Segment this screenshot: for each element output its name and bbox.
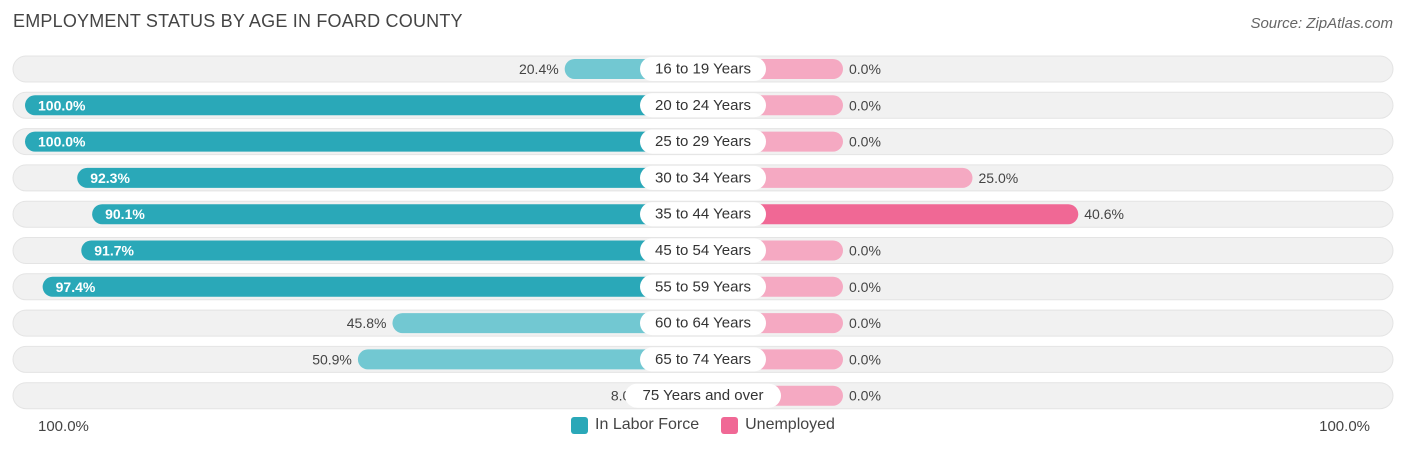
value-label-labor-force: 97.4% <box>56 279 96 295</box>
value-label-labor-force: 45.8% <box>347 315 387 331</box>
legend-swatch-labor-force <box>571 416 589 434</box>
source-note: Source: ZipAtlas.com <box>1250 15 1393 32</box>
category-label: 45 to 54 Years <box>655 242 751 259</box>
legend-label-labor-force: In Labor Force <box>595 416 700 433</box>
category-label: 35 to 44 Years <box>655 206 751 223</box>
value-label-unemployed: 0.0% <box>849 388 881 404</box>
category-pill <box>640 274 766 299</box>
bar-labor-force <box>42 276 704 297</box>
category-label: 16 to 19 Years <box>655 61 751 78</box>
category-pill <box>640 347 766 372</box>
category-pill <box>640 238 766 263</box>
value-label-unemployed: 0.0% <box>849 351 881 367</box>
bar-unemployed <box>703 204 1079 225</box>
category-pill <box>640 93 766 118</box>
category-label: 20 to 24 Years <box>655 97 751 114</box>
value-label-unemployed: 0.0% <box>849 134 881 150</box>
category-label: 75 Years and over <box>643 387 764 404</box>
category-label: 55 to 59 Years <box>655 278 751 295</box>
category-label: 30 to 34 Years <box>655 169 751 186</box>
value-label-unemployed: 25.0% <box>979 170 1019 186</box>
value-label-labor-force: 50.9% <box>312 351 352 367</box>
value-label-labor-force: 90.1% <box>105 206 145 222</box>
value-label-unemployed: 0.0% <box>849 243 881 259</box>
category-pill <box>625 383 781 408</box>
axis-right-label: 100.0% <box>1319 418 1370 435</box>
category-pill <box>640 57 766 81</box>
bar-labor-force <box>392 313 703 334</box>
bar-labor-force <box>77 167 704 188</box>
axis-left-label: 100.0% <box>38 418 89 435</box>
value-label-unemployed: 0.0% <box>849 61 881 77</box>
value-label-unemployed: 40.6% <box>1084 206 1124 222</box>
category-pill <box>640 165 766 190</box>
legend: In Labor Force Unemployed <box>0 416 1406 434</box>
value-label-unemployed: 0.0% <box>849 97 881 113</box>
legend-item-unemployed: Unemployed <box>721 416 835 434</box>
value-label-labor-force: 100.0% <box>38 97 86 113</box>
value-label-labor-force: 20.4% <box>519 61 559 77</box>
bar-labor-force <box>81 240 704 261</box>
value-label-labor-force: 92.3% <box>90 170 130 186</box>
category-label: 65 to 74 Years <box>655 351 751 368</box>
chart-title: EMPLOYMENT STATUS BY AGE IN FOARD COUNTY <box>13 11 463 31</box>
value-label-labor-force: 100.0% <box>38 134 86 150</box>
bar-labor-force <box>92 204 703 225</box>
category-label: 25 to 29 Years <box>655 133 751 150</box>
legend-item-labor-force: In Labor Force <box>571 416 699 434</box>
legend-label-unemployed: Unemployed <box>745 416 835 433</box>
category-pill <box>640 129 766 154</box>
category-label: 60 to 64 Years <box>655 315 751 332</box>
category-pill <box>640 202 766 227</box>
bar-labor-force <box>357 349 703 370</box>
bar-labor-force <box>25 95 703 116</box>
value-label-unemployed: 0.0% <box>849 279 881 295</box>
bar-labor-force <box>25 131 703 152</box>
value-label-unemployed: 0.0% <box>849 315 881 331</box>
value-label-labor-force: 91.7% <box>94 243 134 259</box>
category-pill <box>640 311 766 336</box>
bar-unemployed <box>703 167 973 188</box>
legend-swatch-unemployed <box>721 416 739 434</box>
